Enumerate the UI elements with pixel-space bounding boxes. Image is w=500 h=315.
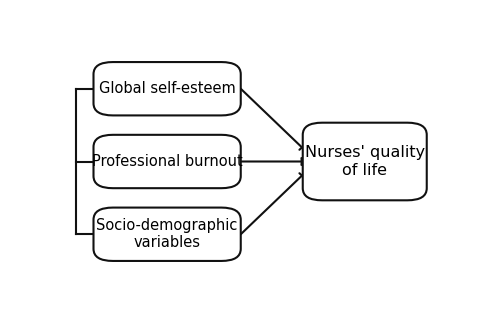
Text: Professional burnout: Professional burnout <box>92 154 242 169</box>
FancyBboxPatch shape <box>94 208 241 261</box>
Text: Socio-demographic
variables: Socio-demographic variables <box>96 218 238 250</box>
FancyBboxPatch shape <box>303 123 427 200</box>
Text: Nurses' quality
of life: Nurses' quality of life <box>304 145 425 178</box>
FancyBboxPatch shape <box>94 135 241 188</box>
FancyBboxPatch shape <box>94 62 241 115</box>
Text: Global self-esteem: Global self-esteem <box>99 81 235 96</box>
